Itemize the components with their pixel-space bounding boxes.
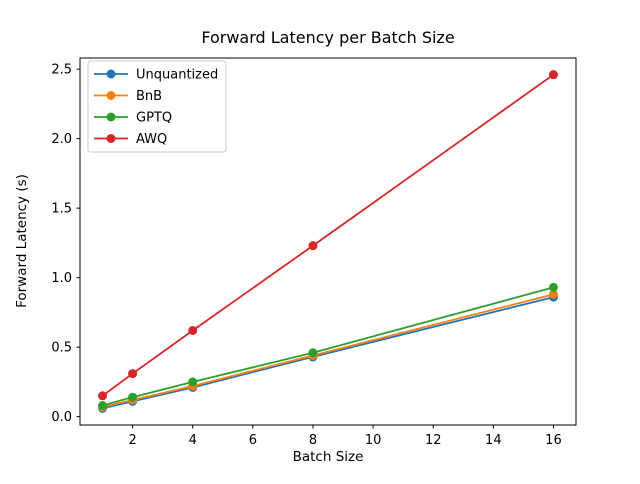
series-marker-awq: [188, 325, 198, 335]
legend-marker-icon-gptq: [106, 112, 116, 122]
x-axis-tick-label: 12: [425, 433, 442, 448]
legend-marker-icon-unquantized: [106, 69, 116, 79]
series-line-bnb: [102, 293, 554, 408]
legend-box: Unquantized BnB GPTQ AWQ: [87, 60, 227, 153]
legend-marker-icon-awq: [106, 134, 116, 143]
series-marker-gptq: [188, 377, 198, 387]
axis-ticks: 2 4 6 8 10 12 14 16 0.0 0.5 1.0 1.5 2.0 2.5: [51, 63, 561, 448]
y-axis-tick-label: 1.0: [51, 271, 72, 286]
series-marker-awq: [548, 70, 558, 80]
y-axis-tick-label: 2.5: [51, 63, 72, 78]
x-axis-tick-label: 10: [365, 433, 382, 448]
y-axis-tick-label: 2.0: [51, 132, 72, 147]
chart-title: Forward Latency per Batch Size: [201, 28, 454, 47]
series-marker-gptq: [128, 392, 138, 402]
x-axis-tick-label: 6: [249, 433, 257, 448]
x-axis-tick-label: 8: [309, 433, 317, 448]
series-marker-awq: [308, 241, 318, 251]
legend-label-unquantized: Unquantized: [136, 68, 218, 83]
legend-label-gptq: GPTQ: [136, 111, 172, 126]
x-axis-tick-label: 16: [545, 433, 562, 448]
data-series: [98, 70, 558, 413]
legend-marker-icon-bnb: [106, 91, 116, 100]
plot-frame: [79, 57, 577, 426]
y-axis-tick-label: 0.5: [51, 341, 72, 356]
series-marker-bnb: [548, 289, 558, 299]
y-axis-label: Forward Latency (s): [14, 174, 30, 308]
y-axis-tick-label: 1.5: [51, 202, 72, 217]
series-marker-gptq: [548, 282, 558, 292]
legend-frame: [87, 60, 227, 153]
legend-label-awq: AWQ: [136, 132, 167, 147]
x-axis-tick-label: 4: [189, 433, 197, 448]
legend-label-bnb: BnB: [136, 89, 162, 104]
series-marker-awq: [98, 391, 108, 401]
x-axis-tick-label: 14: [485, 433, 502, 448]
series-marker-awq: [128, 369, 138, 379]
series-marker-gptq: [308, 348, 318, 358]
series-marker-gptq: [98, 401, 108, 411]
x-axis-tick-label: 2: [128, 433, 136, 448]
x-axis-label: Batch Size: [293, 449, 364, 465]
y-axis-tick-label: 0.0: [51, 410, 72, 425]
